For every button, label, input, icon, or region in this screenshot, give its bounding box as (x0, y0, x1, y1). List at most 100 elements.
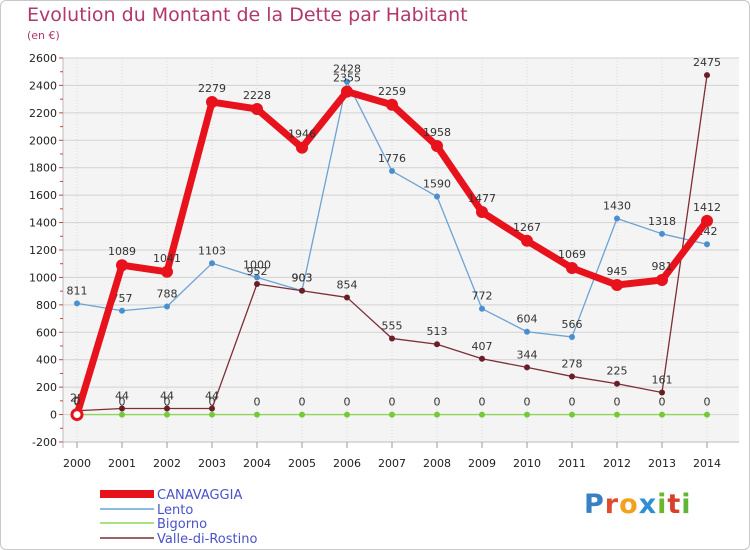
data-point-valle-di-rostino (299, 287, 305, 294)
data-point-bigorno (344, 411, 350, 418)
data-label-bigorno: 0 (344, 396, 351, 409)
data-label-lento: 788 (157, 288, 178, 301)
data-label-canavaggia: 1089 (108, 245, 136, 258)
data-point-valle-di-rostino (164, 405, 170, 412)
data-label-lento: 566 (562, 318, 583, 331)
data-label-canavaggia: 1412 (693, 201, 721, 214)
data-label-canavaggia: 0 (74, 395, 81, 408)
data-label-valle-di-rostino: 513 (427, 325, 448, 338)
data-label-canavaggia: 981 (652, 260, 673, 273)
data-point-bigorno (209, 411, 215, 418)
legend-label-canavaggia: CANAVAGGIA (157, 488, 242, 503)
data-point-canavaggia (566, 261, 578, 274)
x-tick-label: 2004 (243, 457, 271, 470)
data-point-lento (209, 260, 215, 267)
data-point-canavaggia (296, 141, 308, 154)
data-point-bigorno (119, 411, 125, 418)
data-point-valle-di-rostino (389, 335, 395, 342)
data-label-bigorno: 0 (479, 396, 486, 409)
data-label-valle-di-rostino: 903 (292, 272, 313, 285)
data-point-valle-di-rostino (524, 364, 530, 371)
x-tick-label: 2002 (153, 457, 181, 470)
y-tick-label: 1200 (29, 244, 57, 257)
data-label-canavaggia: 2228 (243, 89, 271, 102)
data-label-canavaggia: 2355 (333, 72, 361, 85)
y-tick-label: 2400 (29, 79, 57, 92)
data-label-bigorno: 0 (209, 396, 216, 409)
chart-title: Evolution du Montant de la Dette par Hab… (27, 4, 468, 26)
data-label-lento: 1590 (423, 178, 451, 191)
data-label-bigorno: 0 (254, 396, 261, 409)
data-label-valle-di-rostino: 2475 (693, 56, 721, 69)
data-label-valle-di-rostino: 952 (247, 265, 268, 278)
data-point-lento (524, 328, 530, 335)
data-point-bigorno (614, 411, 620, 418)
data-point-canavaggia (251, 103, 263, 116)
data-point-bigorno (299, 411, 305, 418)
y-tick-label: 1600 (29, 189, 57, 202)
x-tick-label: 2008 (423, 457, 451, 470)
data-label-valle-di-rostino: 278 (562, 357, 583, 370)
data-label-bigorno: 0 (74, 396, 81, 409)
data-label-canavaggia: 2279 (198, 82, 226, 95)
data-point-valle-di-rostino (569, 373, 575, 380)
data-label-lento: 1000 (243, 258, 271, 271)
y-tick-label: 2600 (29, 52, 57, 65)
data-point-valle-di-rostino (479, 355, 485, 362)
chart-subtitle: (en €) (27, 29, 60, 42)
y-tick-label: 2000 (29, 134, 57, 147)
data-point-canavaggia (521, 234, 533, 247)
proxiti-logo: Proxiti (584, 489, 692, 520)
data-label-valle-di-rostino: 161 (652, 373, 673, 386)
y-tick-label: 1800 (29, 162, 57, 175)
data-label-bigorno: 0 (659, 396, 666, 409)
data-label-bigorno: 0 (434, 396, 441, 409)
y-tick-label: 2200 (29, 107, 57, 120)
data-label-lento: 772 (472, 290, 493, 303)
legend-label-valle-di-rostino: Valle-di-Rostino (157, 532, 257, 547)
data-label-valle-di-rostino: 225 (607, 365, 628, 378)
data-point-bigorno (659, 411, 665, 418)
data-point-valle-di-rostino (434, 341, 440, 348)
data-label-canavaggia: 1267 (513, 221, 541, 234)
data-label-canavaggia: 1069 (558, 248, 586, 261)
x-tick-label: 2009 (468, 457, 496, 470)
data-label-valle-di-rostino: 44 (205, 390, 219, 403)
data-label-bigorno: 0 (614, 396, 621, 409)
data-point-lento (569, 333, 575, 340)
data-label-canavaggia: 1946 (288, 128, 316, 141)
x-tick-label: 2013 (648, 457, 676, 470)
data-point-lento (479, 305, 485, 312)
data-point-bigorno (569, 411, 575, 418)
data-point-bigorno (164, 411, 170, 418)
data-point-valle-di-rostino (704, 72, 710, 79)
data-label-bigorno: 0 (119, 396, 126, 409)
data-label-bigorno: 0 (299, 396, 306, 409)
data-point-lento (344, 78, 350, 85)
data-point-valle-di-rostino (209, 405, 215, 412)
x-tick-label: 2005 (288, 457, 316, 470)
data-label-lento: 811 (67, 284, 88, 297)
data-point-canavaggia (656, 274, 668, 287)
data-label-canavaggia: 2259 (378, 85, 406, 98)
x-tick-label: 2012 (603, 457, 631, 470)
data-point-valle-di-rostino (614, 380, 620, 387)
data-point-bigorno (434, 411, 440, 418)
y-tick-label: 1400 (29, 217, 57, 230)
data-point-lento (119, 307, 125, 314)
x-tick-label: 2007 (378, 457, 406, 470)
data-point-lento (659, 230, 665, 237)
data-point-bigorno (704, 411, 710, 418)
legend-label-bigorno: Bigorno (157, 517, 207, 532)
data-label-valle-di-rostino: 344 (517, 348, 538, 361)
x-tick-label: 2001 (108, 457, 136, 470)
data-point-canavaggia (476, 206, 488, 219)
x-tick-label: 2011 (558, 457, 586, 470)
y-tick-label: 1000 (29, 271, 57, 284)
data-label-lento: 604 (517, 313, 538, 326)
data-label-valle-di-rostino: 555 (382, 319, 403, 332)
data-point-canavaggia (701, 214, 713, 227)
data-label-canavaggia: 1958 (423, 126, 451, 139)
